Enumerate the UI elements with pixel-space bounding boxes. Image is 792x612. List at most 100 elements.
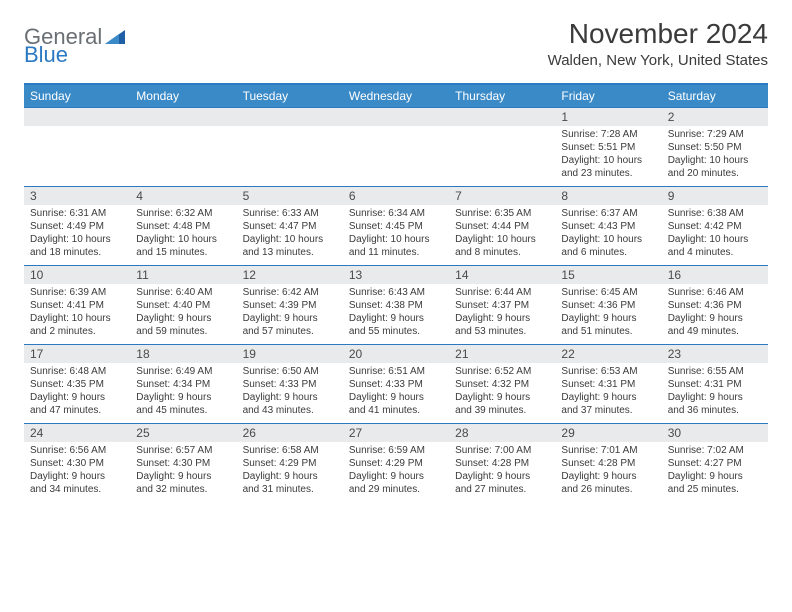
week-4: 24252627282930Sunrise: 6:56 AMSunset: 4:… (24, 423, 768, 502)
day-cell: Sunrise: 6:48 AMSunset: 4:35 PMDaylight:… (24, 363, 130, 423)
day-cell: Sunrise: 6:34 AMSunset: 4:45 PMDaylight:… (343, 205, 449, 265)
day-number: 24 (24, 424, 130, 442)
day-number: 27 (343, 424, 449, 442)
month-title: November 2024 (548, 18, 768, 50)
sunset-text: Sunset: 4:41 PM (30, 299, 124, 312)
sunset-text: Sunset: 4:27 PM (668, 457, 762, 470)
day-cell: Sunrise: 6:42 AMSunset: 4:39 PMDaylight:… (237, 284, 343, 344)
daylight-text: Daylight: 10 hours and 2 minutes. (30, 312, 124, 338)
week-1: 3456789Sunrise: 6:31 AMSunset: 4:49 PMDa… (24, 186, 768, 265)
sunset-text: Sunset: 4:31 PM (561, 378, 655, 391)
day-cell: Sunrise: 6:59 AMSunset: 4:29 PMDaylight:… (343, 442, 449, 502)
day-number: 13 (343, 266, 449, 284)
sunrise-text: Sunrise: 6:38 AM (668, 207, 762, 220)
day-number: 12 (237, 266, 343, 284)
day-cell: Sunrise: 6:32 AMSunset: 4:48 PMDaylight:… (130, 205, 236, 265)
day-number (343, 108, 449, 126)
day-num-row: 12 (24, 108, 768, 126)
day-cell (343, 126, 449, 186)
sunrise-text: Sunrise: 7:01 AM (561, 444, 655, 457)
day-cell: Sunrise: 7:28 AMSunset: 5:51 PMDaylight:… (555, 126, 661, 186)
daylight-text: Daylight: 9 hours and 45 minutes. (136, 391, 230, 417)
day-number: 26 (237, 424, 343, 442)
daylight-text: Daylight: 9 hours and 25 minutes. (668, 470, 762, 496)
location: Walden, New York, United States (548, 52, 768, 69)
daylight-text: Daylight: 10 hours and 18 minutes. (30, 233, 124, 259)
daylight-text: Daylight: 10 hours and 8 minutes. (455, 233, 549, 259)
day-num-row: 24252627282930 (24, 424, 768, 442)
day-cell: Sunrise: 6:31 AMSunset: 4:49 PMDaylight:… (24, 205, 130, 265)
day-header-wed: Wednesday (343, 85, 449, 107)
day-header-mon: Monday (130, 85, 236, 107)
day-cell: Sunrise: 6:37 AMSunset: 4:43 PMDaylight:… (555, 205, 661, 265)
daylight-text: Daylight: 9 hours and 36 minutes. (668, 391, 762, 417)
sunset-text: Sunset: 4:39 PM (243, 299, 337, 312)
sunrise-text: Sunrise: 7:29 AM (668, 128, 762, 141)
sunrise-text: Sunrise: 6:46 AM (668, 286, 762, 299)
day-cell: Sunrise: 6:33 AMSunset: 4:47 PMDaylight:… (237, 205, 343, 265)
day-cell (449, 126, 555, 186)
sunset-text: Sunset: 4:37 PM (455, 299, 549, 312)
day-header-sat: Saturday (662, 85, 768, 107)
sunset-text: Sunset: 4:43 PM (561, 220, 655, 233)
sunset-text: Sunset: 4:49 PM (30, 220, 124, 233)
day-number: 3 (24, 187, 130, 205)
sunrise-text: Sunrise: 6:31 AM (30, 207, 124, 220)
sunrise-text: Sunrise: 6:48 AM (30, 365, 124, 378)
day-number: 1 (555, 108, 661, 126)
day-number: 19 (237, 345, 343, 363)
sunrise-text: Sunrise: 6:56 AM (30, 444, 124, 457)
day-number: 2 (662, 108, 768, 126)
daylight-text: Daylight: 9 hours and 43 minutes. (243, 391, 337, 417)
day-cell: Sunrise: 6:53 AMSunset: 4:31 PMDaylight:… (555, 363, 661, 423)
day-number: 9 (662, 187, 768, 205)
sunset-text: Sunset: 5:50 PM (668, 141, 762, 154)
sunrise-text: Sunrise: 6:52 AM (455, 365, 549, 378)
day-cell: Sunrise: 6:43 AMSunset: 4:38 PMDaylight:… (343, 284, 449, 344)
week-0: 12Sunrise: 7:28 AMSunset: 5:51 PMDayligh… (24, 107, 768, 186)
sunset-text: Sunset: 4:31 PM (668, 378, 762, 391)
daylight-text: Daylight: 10 hours and 20 minutes. (668, 154, 762, 180)
sunrise-text: Sunrise: 7:28 AM (561, 128, 655, 141)
daylight-text: Daylight: 9 hours and 31 minutes. (243, 470, 337, 496)
sunrise-text: Sunrise: 6:44 AM (455, 286, 549, 299)
day-number: 29 (555, 424, 661, 442)
day-body-row: Sunrise: 6:39 AMSunset: 4:41 PMDaylight:… (24, 284, 768, 344)
daylight-text: Daylight: 9 hours and 34 minutes. (30, 470, 124, 496)
day-number: 22 (555, 345, 661, 363)
day-cell: Sunrise: 6:50 AMSunset: 4:33 PMDaylight:… (237, 363, 343, 423)
daylight-text: Daylight: 9 hours and 29 minutes. (349, 470, 443, 496)
day-number: 28 (449, 424, 555, 442)
sunrise-text: Sunrise: 6:39 AM (30, 286, 124, 299)
day-cell: Sunrise: 6:51 AMSunset: 4:33 PMDaylight:… (343, 363, 449, 423)
daylight-text: Daylight: 9 hours and 59 minutes. (136, 312, 230, 338)
week-2: 10111213141516Sunrise: 6:39 AMSunset: 4:… (24, 265, 768, 344)
daylight-text: Daylight: 10 hours and 6 minutes. (561, 233, 655, 259)
day-cell (130, 126, 236, 186)
sunset-text: Sunset: 4:30 PM (136, 457, 230, 470)
sunset-text: Sunset: 4:44 PM (455, 220, 549, 233)
sunrise-text: Sunrise: 6:51 AM (349, 365, 443, 378)
day-num-row: 3456789 (24, 187, 768, 205)
daylight-text: Daylight: 9 hours and 55 minutes. (349, 312, 443, 338)
daylight-text: Daylight: 9 hours and 57 minutes. (243, 312, 337, 338)
sunrise-text: Sunrise: 7:02 AM (668, 444, 762, 457)
sunset-text: Sunset: 4:28 PM (455, 457, 549, 470)
day-num-row: 10111213141516 (24, 266, 768, 284)
sunrise-text: Sunrise: 6:35 AM (455, 207, 549, 220)
day-number: 7 (449, 187, 555, 205)
day-cell: Sunrise: 7:01 AMSunset: 4:28 PMDaylight:… (555, 442, 661, 502)
sunset-text: Sunset: 4:30 PM (30, 457, 124, 470)
sunset-text: Sunset: 4:40 PM (136, 299, 230, 312)
day-cell: Sunrise: 6:40 AMSunset: 4:40 PMDaylight:… (130, 284, 236, 344)
day-cell: Sunrise: 7:29 AMSunset: 5:50 PMDaylight:… (662, 126, 768, 186)
sunrise-text: Sunrise: 6:32 AM (136, 207, 230, 220)
logo-text-blue: Blue (24, 42, 68, 68)
day-cell: Sunrise: 6:35 AMSunset: 4:44 PMDaylight:… (449, 205, 555, 265)
day-header-row: Sunday Monday Tuesday Wednesday Thursday… (24, 85, 768, 107)
day-cell: Sunrise: 6:39 AMSunset: 4:41 PMDaylight:… (24, 284, 130, 344)
title-block: November 2024 Walden, New York, United S… (548, 18, 768, 69)
sunrise-text: Sunrise: 6:34 AM (349, 207, 443, 220)
sunset-text: Sunset: 4:29 PM (243, 457, 337, 470)
sunrise-text: Sunrise: 6:33 AM (243, 207, 337, 220)
